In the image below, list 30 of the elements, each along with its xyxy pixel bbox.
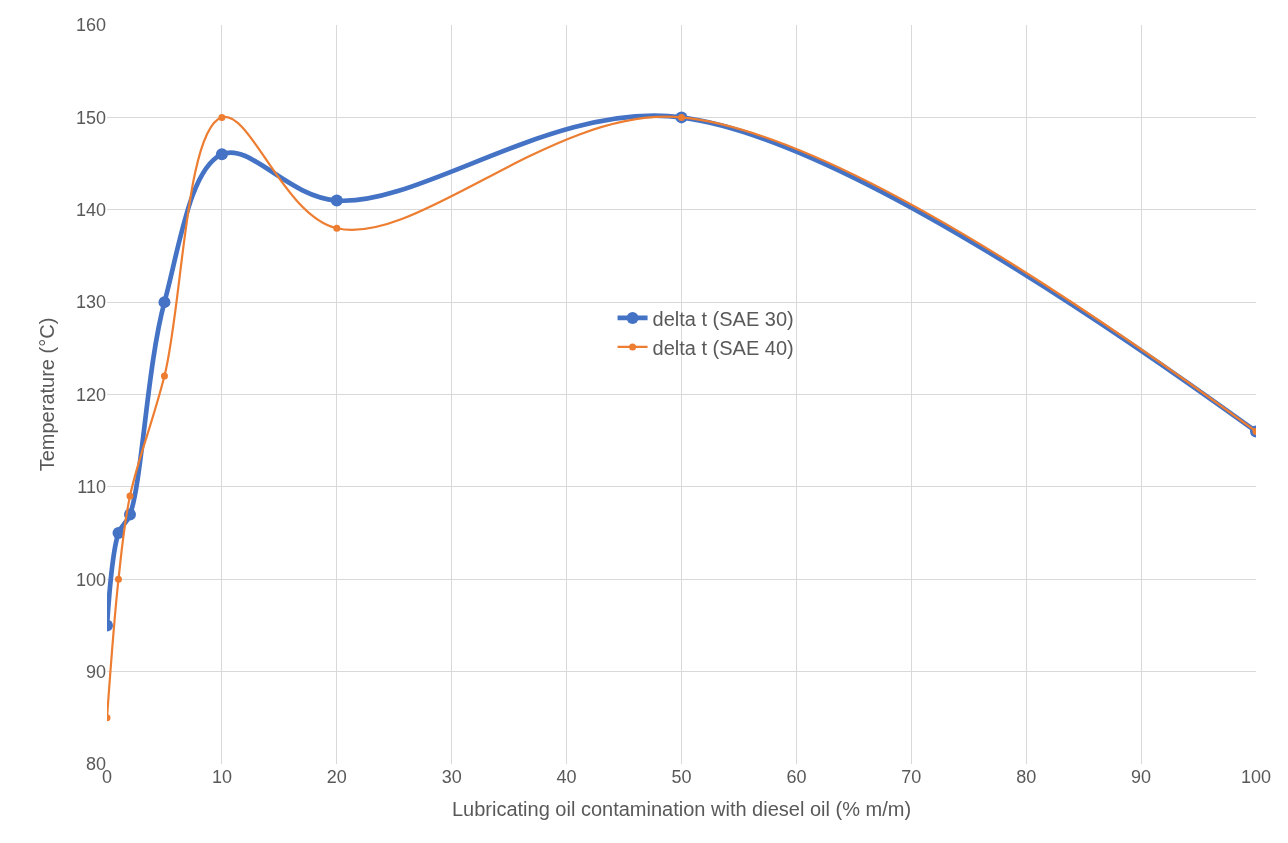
x-tick-label: 80 [1016,767,1037,787]
point [215,148,228,161]
y-tick-label: 130 [75,292,106,313]
y-tick-label: 150 [75,107,106,128]
x-tick-label: 20 [326,767,347,787]
point [160,372,168,380]
y-tick-label: 160 [75,15,106,36]
point [218,113,226,121]
x-tick-label: 30 [441,767,462,787]
point [114,575,122,583]
y-tick-label: 100 [75,569,106,590]
point [330,194,343,207]
x-tick-label: 10 [211,767,232,787]
legend-label: delta t (SAE 30) [652,307,794,330]
y-tick-label: 110 [77,477,106,498]
point [158,296,171,309]
y-tick-label: 140 [75,200,106,221]
x-tick-label: 90 [1131,767,1152,787]
x-tick-label: 50 [671,767,692,787]
y-tick-label: 120 [75,384,106,405]
x-axis-title: Lubricating oil contamination with diesel oil (% m/m) [451,797,912,820]
x-tick-label: 60 [786,767,807,787]
point [126,492,134,500]
x-tick-label: 40 [556,767,577,787]
x-tick-label: 100 [1240,767,1272,787]
point [333,224,341,232]
x-tick-label: 70 [901,767,922,787]
legend-label: delta t (SAE 40) [652,336,794,359]
y-tick-label: 90 [85,661,106,682]
y-axis-title: Temperature (°C) [36,317,59,472]
